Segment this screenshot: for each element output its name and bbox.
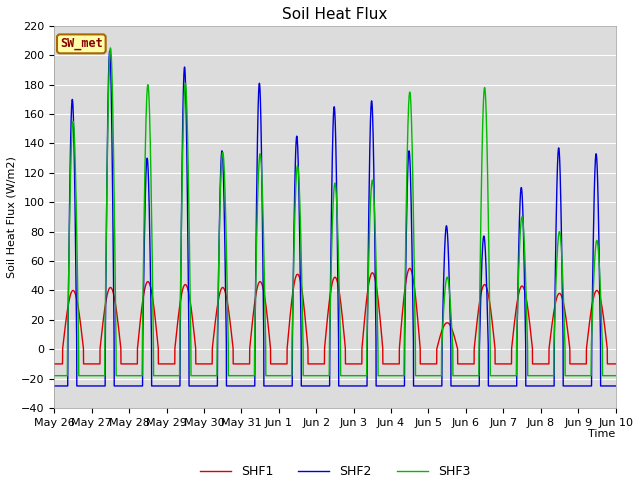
SHF2 [611, 383, 619, 389]
SHF3 [461, 373, 468, 379]
SHF1 [406, 265, 413, 271]
SHF3 [493, 373, 500, 379]
SHF1 [612, 361, 620, 367]
SHF2 [430, 383, 438, 389]
SHF2 [612, 383, 620, 389]
X-axis label: Time: Time [588, 429, 616, 439]
Line: SHF2: SHF2 [54, 51, 616, 386]
SHF1 [493, 361, 500, 367]
SHF2 [152, 383, 159, 389]
SHF2 [493, 383, 500, 389]
SHF1 [430, 361, 438, 367]
SHF2 [461, 383, 468, 389]
Y-axis label: Soil Heat Flux (W/m2): Soil Heat Flux (W/m2) [7, 156, 17, 278]
SHF3 [314, 373, 322, 379]
SHF3 [611, 373, 619, 379]
SHF1 [151, 315, 159, 321]
Text: SW_met: SW_met [60, 37, 102, 50]
SHF3 [51, 373, 58, 379]
SHF3 [107, 45, 115, 51]
SHF1 [314, 361, 322, 367]
SHF2 [106, 48, 113, 54]
SHF2 [314, 383, 322, 389]
SHF1 [461, 361, 468, 367]
SHF1 [611, 361, 619, 367]
SHF2 [51, 383, 58, 389]
SHF3 [430, 373, 438, 379]
SHF3 [612, 373, 620, 379]
Line: SHF1: SHF1 [54, 268, 616, 364]
Title: Soil Heat Flux: Soil Heat Flux [282, 7, 388, 22]
Line: SHF3: SHF3 [54, 48, 616, 376]
Legend: SHF1, SHF2, SHF3: SHF1, SHF2, SHF3 [195, 460, 476, 480]
SHF1 [51, 361, 58, 367]
SHF3 [152, 373, 159, 379]
